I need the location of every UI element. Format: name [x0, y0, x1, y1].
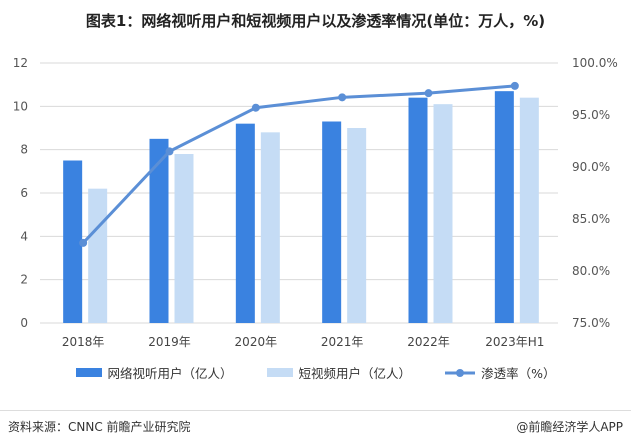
bar-av-users: [408, 97, 428, 324]
y-tick-label: 10: [13, 99, 28, 113]
x-tick-label: 2023年H1: [485, 335, 544, 349]
bar-av-users: [322, 121, 342, 323]
y-tick-label: 2: [20, 273, 28, 287]
bar-short-video-users: [260, 132, 280, 323]
y-tick-label: 8: [20, 143, 28, 157]
x-tick-label: 2020年: [235, 335, 278, 349]
y-tick-label: 6: [20, 186, 28, 200]
bar-av-users: [149, 138, 169, 323]
legend-item-2: 短视频用户（亿人）: [266, 363, 412, 382]
legend-item-3: 渗透率（%）: [445, 363, 555, 382]
x-tick-label: 2022年: [407, 335, 450, 349]
chart: 0 2 4 6 8 10 12 75.0% 80.0% 85.0% 90.0% 95.0% 100.0%…: [13, 56, 618, 349]
source-text: 资料来源：CNNC 前瞻产业研究院: [8, 420, 191, 434]
bar-short-video-users: [519, 97, 539, 324]
penetration-point: [424, 89, 433, 98]
y2-tick-label: 90.0%: [572, 160, 610, 174]
y-tick-label: 12: [13, 56, 28, 70]
x-tick-label: 2019年: [148, 335, 191, 349]
y2-tick-label: 95.0%: [572, 108, 610, 122]
penetration-point: [251, 103, 260, 112]
y2-tick-label: 100.0%: [572, 56, 618, 70]
chart-title: 图表1：网络视听用户和短视频用户以及渗透率情况(单位：万人，%): [85, 12, 546, 30]
legend-label: 渗透率（%）: [481, 366, 556, 381]
y2-tick-label: 85.0%: [572, 212, 610, 226]
bar-short-video-users: [433, 104, 453, 324]
legend: 网络视听用户（亿人） 短视频用户（亿人） 渗透率（%）: [0, 363, 631, 382]
legend-label: 网络视听用户（亿人）: [107, 366, 233, 381]
bar-av-users: [235, 123, 255, 324]
penetration-point: [338, 93, 347, 102]
y-tick-label: 0: [20, 316, 28, 330]
penetration-line: [82, 84, 515, 244]
x-tick-label: 2018年: [62, 335, 105, 349]
y-tick-label: 4: [20, 229, 28, 243]
penetration-point: [165, 147, 174, 156]
bar-av-users: [63, 160, 83, 323]
x-tick-label: 2021年: [321, 335, 364, 349]
bar-short-video-users: [88, 188, 108, 323]
y2-tick-label: 80.0%: [572, 264, 610, 278]
penetration-point: [79, 238, 88, 247]
footer: 资料来源：CNNC 前瞻产业研究院 @前瞻经济学人APP: [0, 410, 631, 442]
bar-short-video-users: [174, 154, 194, 323]
bar-av-users: [494, 91, 514, 324]
bar-short-video-users: [347, 128, 367, 323]
penetration-point: [510, 81, 519, 90]
legend-label: 短视频用户（亿人）: [298, 366, 412, 381]
y2-tick-label: 75.0%: [572, 316, 610, 330]
legend-item-1: 网络视听用户（亿人）: [75, 363, 233, 382]
brand-text: @前瞻经济学人APP: [516, 420, 623, 434]
